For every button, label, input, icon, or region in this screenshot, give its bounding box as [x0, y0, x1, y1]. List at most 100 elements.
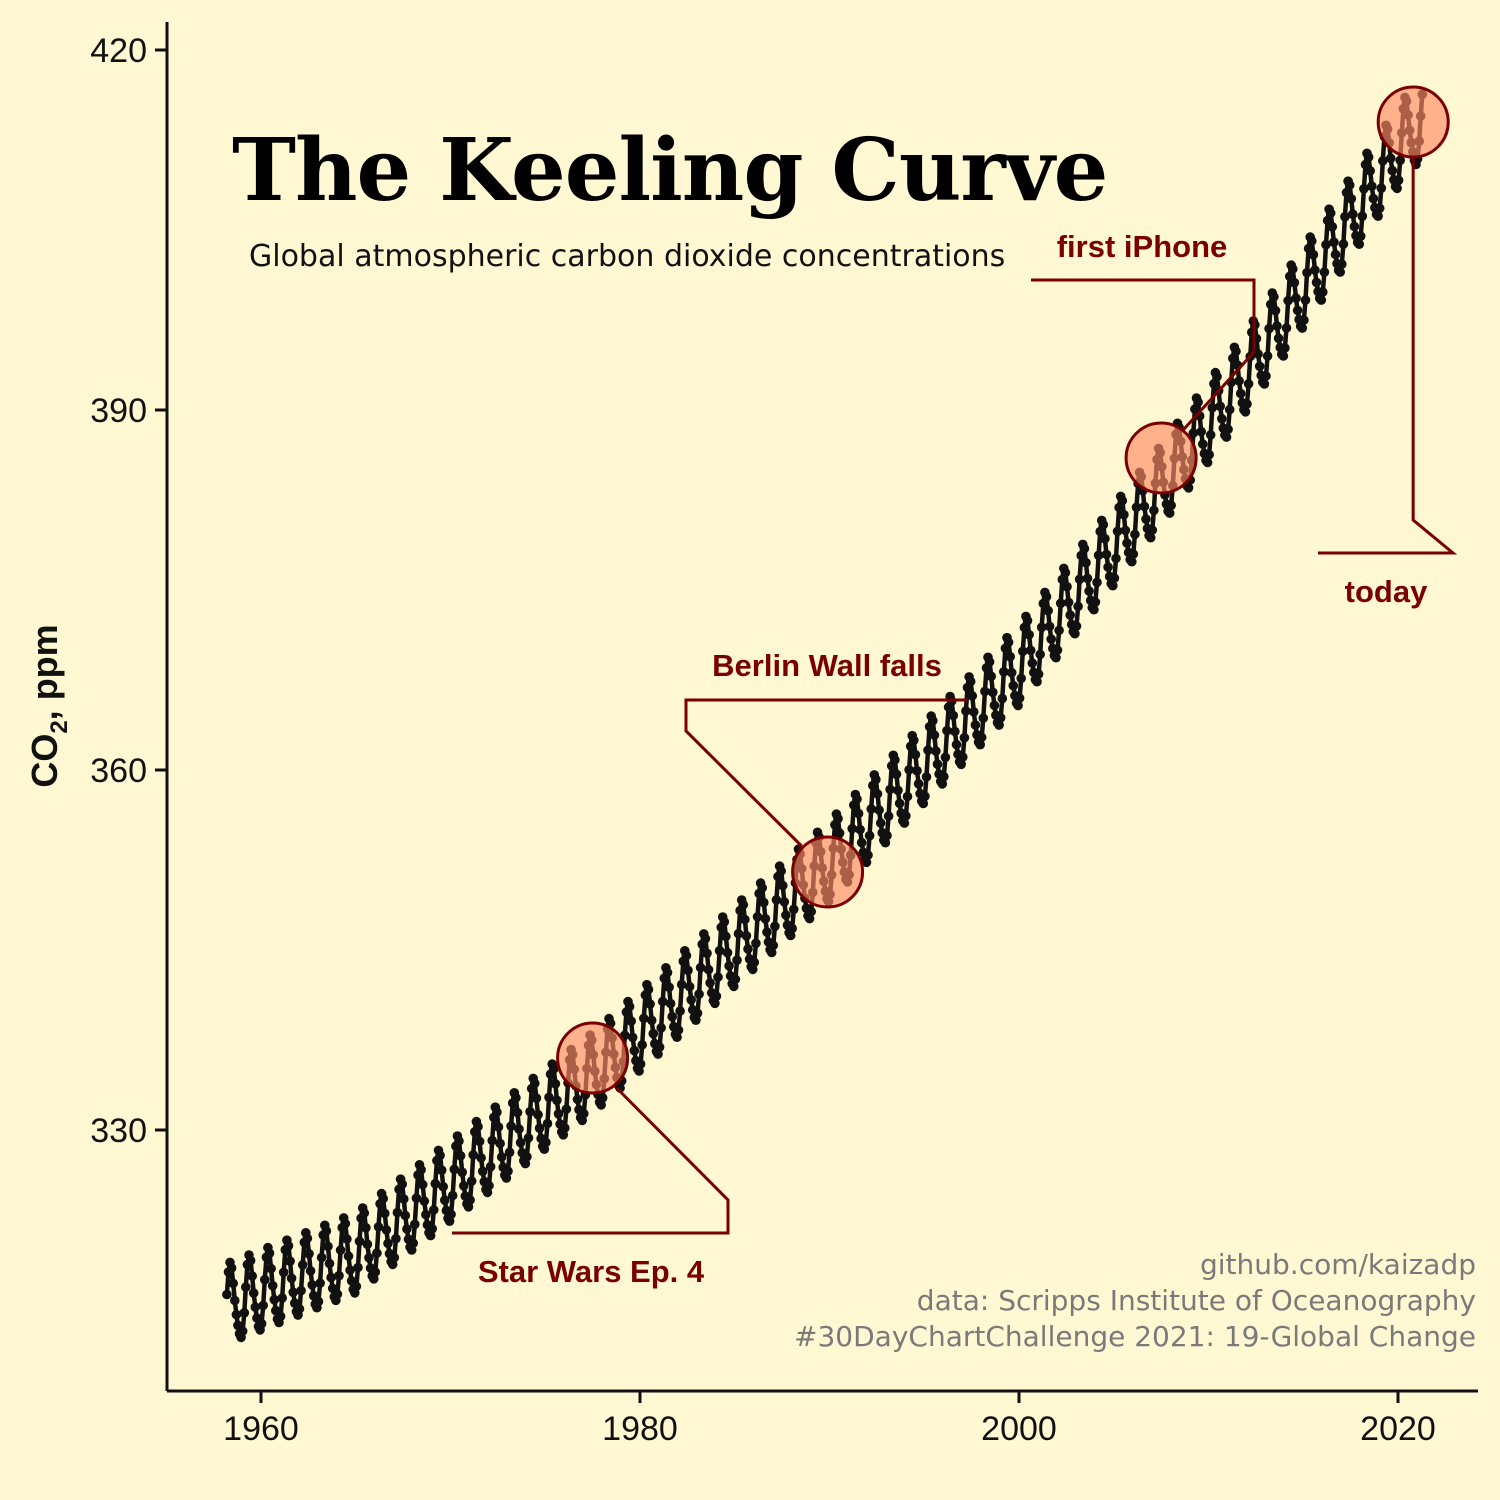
co2-data-point	[776, 866, 786, 876]
co2-data-point	[267, 1280, 278, 1291]
co2-data-point	[353, 1262, 363, 1273]
co2-data-point	[459, 1181, 469, 1191]
co2-data-point	[408, 1238, 419, 1248]
co2-data-point	[874, 805, 884, 815]
y-axis-label: CO2, ppm	[24, 624, 73, 787]
co2-data-point	[778, 880, 788, 891]
co2-data-point	[411, 1193, 422, 1203]
co2-data-point	[511, 1093, 521, 1103]
co2-data-point	[1108, 580, 1118, 591]
co2-data-point	[940, 752, 951, 763]
co2-data-point	[667, 1011, 677, 1022]
co2-data-point	[230, 1295, 240, 1306]
co2-data-point	[523, 1133, 534, 1143]
co2-data-point	[531, 1093, 542, 1103]
co2-data-point	[770, 921, 780, 932]
co2-data-point	[1292, 305, 1303, 316]
co2-data-point	[1261, 371, 1271, 381]
co2-data-point	[397, 1179, 408, 1189]
co2-data-point	[864, 830, 875, 841]
co2-data-point	[514, 1124, 524, 1134]
co2-data-point	[1166, 500, 1176, 511]
co2-data-point	[1224, 404, 1235, 415]
co2-data-point	[1003, 637, 1014, 648]
co2-data-point	[260, 1274, 270, 1285]
co2-data-point	[657, 996, 668, 1007]
co2-data-point	[457, 1167, 468, 1178]
co2-data-point	[645, 999, 655, 1009]
co2-data-point	[1374, 203, 1385, 214]
co2-data-point	[515, 1137, 526, 1148]
y-axis-label-main: CO	[24, 734, 65, 788]
co2-data-point	[950, 726, 960, 737]
co2-data-point	[1221, 432, 1232, 442]
co2-data-point	[247, 1271, 257, 1281]
co2-data-point	[275, 1311, 286, 1322]
co2-data-point	[477, 1166, 488, 1177]
co2-data-point	[1243, 379, 1254, 389]
co2-data-point	[297, 1260, 308, 1270]
co2-data-point	[714, 945, 725, 956]
co2-data-point	[1344, 180, 1355, 190]
co2-data-point	[435, 1150, 445, 1161]
co2-data-point	[648, 1028, 659, 1039]
co2-data-point	[721, 931, 731, 942]
co2-data-point	[852, 794, 862, 804]
co2-data-point	[1055, 598, 1066, 609]
co2-data-point	[694, 989, 704, 999]
co2-data-point	[1139, 501, 1150, 512]
co2-data-point	[372, 1248, 382, 1258]
co2-data-point	[757, 883, 767, 893]
co2-data-point	[1310, 265, 1320, 275]
co2-data-point	[380, 1208, 390, 1219]
co2-data-point	[1101, 549, 1112, 560]
co2-data-point	[1365, 166, 1375, 176]
co2-data-point	[256, 1318, 267, 1329]
co2-data-point	[1338, 239, 1349, 249]
co2-data-point	[893, 785, 903, 796]
co2-data-point	[1093, 550, 1104, 561]
co2-data-point	[1354, 239, 1364, 249]
co2-data-point	[931, 746, 941, 756]
co2-data-point	[891, 769, 902, 780]
co2-data-point	[759, 897, 769, 908]
co2-data-point	[492, 1107, 502, 1117]
co2-data-point	[383, 1238, 393, 1249]
co2-data-point	[1022, 615, 1033, 626]
co2-data-point	[643, 984, 654, 995]
co2-data-point	[1084, 586, 1094, 596]
co2-data-point	[639, 1013, 649, 1024]
co2-data-point	[885, 784, 895, 795]
co2-data-point	[419, 1196, 430, 1206]
co2-data-point	[343, 1251, 354, 1261]
co2-data-point	[1330, 249, 1341, 260]
co2-data-point	[484, 1180, 494, 1191]
co2-data-point	[1311, 277, 1322, 288]
co2-data-point	[1242, 399, 1252, 409]
co2-data-point	[970, 720, 981, 730]
co2-data-point	[342, 1234, 352, 1244]
co2-data-point	[918, 798, 929, 809]
co2-data-point	[544, 1092, 554, 1103]
co2-data-point	[334, 1270, 344, 1281]
co2-data-point	[1269, 292, 1279, 302]
co2-data-point	[779, 897, 790, 907]
x-tick-label: 2020	[1360, 1410, 1436, 1448]
co2-data-point	[449, 1164, 460, 1175]
co2-data-point	[1131, 502, 1142, 513]
co2-data-point	[1373, 211, 1383, 221]
co2-data-point	[503, 1166, 513, 1176]
co2-data-point	[454, 1136, 464, 1146]
co2-data-point	[1041, 591, 1052, 602]
co2-data-point	[364, 1253, 374, 1263]
co2-data-point	[286, 1273, 297, 1284]
co2-data-point	[241, 1282, 251, 1292]
co2-data-point	[429, 1205, 439, 1215]
co2-data-point	[1089, 604, 1099, 615]
co2-data-point	[1340, 212, 1350, 222]
co2-data-point	[665, 998, 676, 1009]
co2-data-point	[1259, 379, 1270, 389]
co2-data-point	[597, 1093, 608, 1103]
co2-data-point	[316, 1252, 327, 1263]
